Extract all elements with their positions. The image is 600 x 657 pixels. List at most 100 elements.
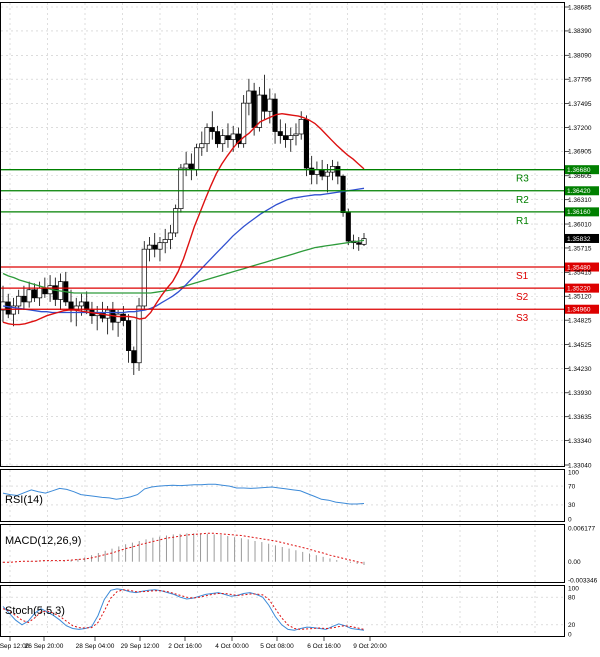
rsi-line — [2, 483, 365, 505]
bearish-candle — [277, 131, 283, 136]
bearish-candle — [251, 90, 257, 128]
price-tick-label: 1.33340 — [568, 438, 592, 445]
time-tick-label: 2 Oct 16:00 — [168, 643, 202, 650]
level-label-r2: R2 — [516, 195, 529, 206]
bearish-candle — [42, 287, 48, 295]
bearish-candle — [214, 131, 221, 145]
bullish-candle — [10, 305, 17, 315]
level-price-tag-s2 — [565, 283, 599, 293]
stoch-tick-label: 0 — [568, 631, 572, 638]
price-tick-label: 1.36605 — [568, 173, 592, 180]
bearish-candle — [188, 163, 194, 171]
bearish-candle — [21, 295, 27, 303]
rsi-tick-label: 70 — [568, 483, 576, 490]
grid-layer — [1, 3, 564, 636]
time-tick-label: 5 Oct 08:00 — [260, 643, 294, 650]
bearish-candle — [309, 167, 315, 175]
stoch-d-line — [2, 589, 365, 630]
macd-tick-label: 0.006177 — [568, 525, 595, 532]
price-tick-label: 1.35715 — [568, 245, 592, 252]
bullish-candle — [314, 169, 320, 175]
bullish-candle — [146, 244, 153, 250]
bullish-candle — [256, 94, 262, 128]
price-tick-label: 1.37795 — [568, 77, 592, 84]
level-price-tag-s3 — [565, 304, 599, 314]
bearish-candle — [225, 135, 231, 141]
bullish-candle — [157, 242, 163, 250]
stoch-tick-label: 20 — [568, 622, 576, 629]
macd-panel — [0, 524, 565, 583]
bullish-candle — [361, 238, 367, 245]
bearish-candle — [335, 166, 341, 177]
bullish-candle — [178, 167, 184, 209]
bullish-candle — [167, 232, 173, 240]
support-resistance-layer: R3 1.36680 R2 1.36420 R1 1.36160 S1 1.35480 S2 1.… — [1, 165, 599, 324]
price-tick-label: 1.37495 — [568, 101, 592, 108]
price-tick-label: 1.36010 — [568, 221, 592, 228]
level-label-s1: S1 — [516, 271, 529, 282]
time-tick-label: 28 Sep 04:00 — [76, 643, 115, 650]
price-tick-label: 1.33930 — [568, 390, 592, 397]
bearish-candle — [345, 212, 351, 242]
macd-tick-label: 0.00 — [568, 559, 581, 566]
bearish-candle — [235, 133, 241, 145]
bullish-candle — [298, 119, 304, 135]
bullish-candle — [199, 143, 205, 149]
level-label-r3: R3 — [516, 174, 529, 185]
moving-average-blue-line — [2, 187, 365, 314]
price-series-layer — [0, 74, 367, 375]
bullish-candle — [204, 127, 210, 145]
bearish-candle — [52, 285, 58, 300]
time-tick-label: 25 Sep 12:00 — [0, 643, 30, 650]
bearish-candle — [5, 301, 11, 315]
price-tick-label: 1.34525 — [568, 342, 592, 349]
bearish-candle — [126, 320, 132, 351]
bearish-candle — [303, 119, 309, 169]
level-price-tag-s1 — [565, 262, 599, 272]
rsi-tick-label: 30 — [568, 502, 576, 509]
stoch-tick-label: 80 — [568, 595, 576, 602]
main-price-panel — [0, 2, 565, 467]
stoch-tick-label: 100 — [568, 585, 579, 592]
bullish-candle — [173, 208, 179, 234]
bearish-candle — [120, 313, 126, 321]
time-tick-label: 4 Oct 00:00 — [215, 643, 249, 650]
bearish-candle — [319, 169, 325, 177]
macd-series-layer: 0.006177 0.00 -0.003346 — [2, 525, 598, 584]
current-price-tag — [565, 233, 599, 243]
rsi-title: RSI(14) — [5, 494, 43, 506]
rsi-series-layer: 100 70 30 0 — [1, 469, 579, 523]
bullish-candle — [141, 248, 147, 307]
bearish-candle — [356, 242, 362, 245]
price-tick-label: 1.33635 — [568, 414, 592, 421]
price-tick-label: 1.38090 — [568, 53, 592, 60]
bullish-candle — [194, 147, 200, 171]
bearish-candle — [84, 301, 90, 311]
bullish-candle — [183, 163, 189, 169]
bullish-candle — [16, 295, 22, 307]
price-tick-label: 1.35120 — [568, 294, 592, 301]
price-tick-label: 1.36310 — [568, 197, 592, 204]
bullish-candle — [230, 133, 236, 141]
bearish-candle — [282, 135, 289, 141]
bullish-candle — [136, 305, 142, 364]
time-tick-label: 9 Oct 20:00 — [353, 643, 387, 650]
bullish-candle — [115, 313, 121, 323]
stoch-title: Stoch(5,5,3) — [5, 605, 65, 617]
time-tick-label: 29 Sep 12:00 — [121, 643, 160, 650]
bearish-candle — [31, 289, 37, 299]
bullish-candle — [288, 135, 294, 141]
rsi-panel — [0, 469, 565, 522]
level-price-tag-text-s1: 1.35480 — [567, 264, 591, 271]
bullish-candle — [324, 171, 330, 177]
rsi-tick-label: 0 — [568, 516, 572, 523]
time-tick-label: 26 Sep 20:00 — [25, 643, 64, 650]
level-price-tag-text-r1: 1.36160 — [567, 209, 591, 216]
level-price-tag-text-r2: 1.36420 — [567, 188, 591, 195]
level-price-tag-r1 — [565, 207, 599, 217]
price-axis: 1.38685 1.38390 1.38090 1.37795 1.37495 1.372… — [565, 4, 599, 469]
price-tick-label: 1.36905 — [568, 149, 592, 156]
